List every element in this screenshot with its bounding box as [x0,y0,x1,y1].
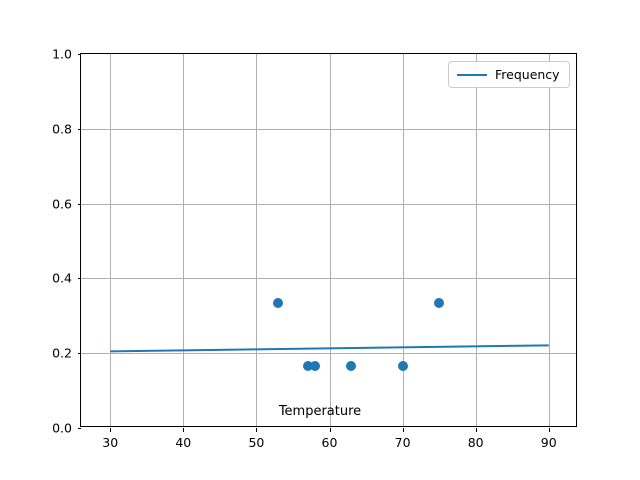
scatter-point [397,360,408,371]
y-tick-label: 0.2 [52,345,72,361]
y-tick-label: 1.0 [52,46,72,62]
x-tick [183,428,185,432]
scatter-point [434,298,445,309]
scatter-point [273,298,284,309]
y-tick [77,203,81,205]
frequency-trend-line [110,344,549,353]
x-tick-label: 30 [102,435,119,450]
gridline-vertical [402,54,404,426]
plot-area: 30 40 50 60 70 80 90 0.0 0.2 0.4 0.6 0.8 1.0 Freque… [52,47,577,450]
gridline-vertical [475,54,477,426]
scatter-point [346,360,357,371]
gridline-vertical [329,54,331,426]
x-tick [256,428,258,432]
y-tick-label: 0.0 [52,420,72,436]
y-tick-label: 0.4 [52,270,72,286]
y-tick [77,278,81,280]
y-tick [77,54,81,55]
y-tick-label: 0.8 [52,121,72,137]
scatter-point [302,360,313,371]
gridline-vertical [256,54,258,426]
x-tick-label: 80 [467,435,484,450]
y-tick [77,128,81,130]
y-tick-label: 0.6 [52,196,72,212]
gridline-vertical [110,54,112,426]
y-tick [77,353,81,355]
y-tick [77,428,81,429]
x-axis-label: Temperature [278,404,362,419]
legend-line-swatch [457,73,487,76]
gridline-horizontal [81,128,576,130]
x-tick-label: 70 [394,435,411,450]
gridline-horizontal [81,353,576,355]
x-tick [329,428,331,432]
gridline-vertical [183,54,185,426]
x-tick [548,428,550,432]
gridline-vertical [548,54,550,426]
x-tick-label: 50 [248,435,265,450]
x-tick-label: 60 [321,435,338,450]
data-layer [110,344,549,353]
gridline-horizontal [81,278,576,280]
x-tick [110,428,112,432]
x-tick [402,428,404,432]
legend-label: Frequency [495,67,560,82]
scatter-point [309,360,320,371]
legend[interactable]: Frequency [448,61,570,88]
x-tick-label: 90 [540,435,557,450]
gridline-horizontal [81,203,576,205]
x-tick-label: 40 [175,435,192,450]
x-tick [475,428,477,432]
